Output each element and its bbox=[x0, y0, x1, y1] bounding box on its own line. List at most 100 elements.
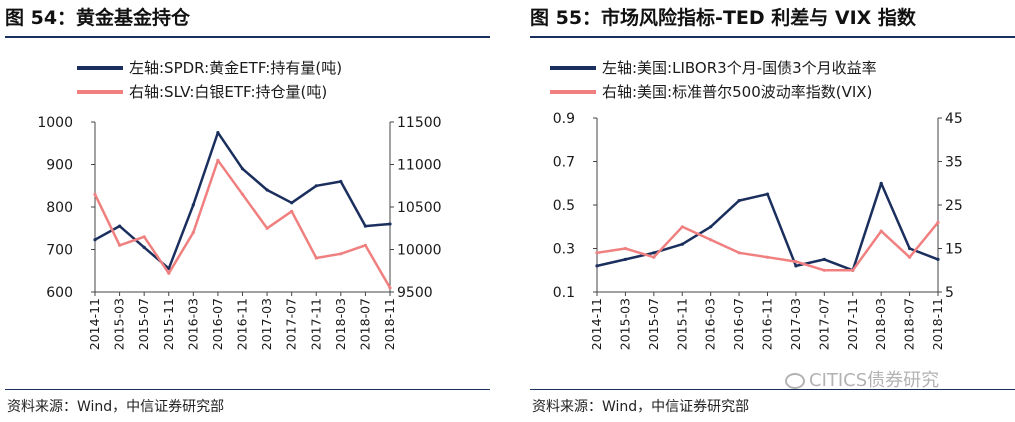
legend-label: 右轴:SLV:白银ETF:持仓量(吨) bbox=[129, 83, 327, 101]
data-point bbox=[314, 184, 318, 188]
source-divider bbox=[5, 389, 490, 390]
source-note: 资料来源：Wind，中信证券研究部 bbox=[7, 399, 225, 415]
data-point bbox=[142, 235, 146, 239]
data-point bbox=[191, 203, 195, 207]
data-point bbox=[388, 286, 392, 290]
data-point bbox=[191, 230, 195, 235]
x-tick-label: 2017-03 bbox=[259, 298, 274, 350]
y-left-tick-label: 0.1 bbox=[553, 285, 575, 301]
data-point bbox=[93, 238, 97, 242]
data-point bbox=[680, 242, 684, 246]
data-point bbox=[879, 181, 883, 185]
data-point bbox=[822, 257, 826, 261]
data-point bbox=[290, 209, 294, 213]
data-point bbox=[709, 238, 713, 242]
data-point bbox=[851, 268, 855, 272]
x-tick-label: 2015-07 bbox=[136, 298, 151, 350]
series-line bbox=[596, 221, 939, 272]
data-point bbox=[339, 252, 343, 256]
data-point bbox=[240, 167, 245, 171]
data-point bbox=[709, 225, 713, 229]
data-point bbox=[240, 192, 245, 196]
data-point bbox=[595, 251, 599, 255]
data-point bbox=[879, 229, 883, 233]
y-right-tick-label: 11000 bbox=[397, 158, 442, 174]
y-right-tick-label: 9500 bbox=[397, 285, 433, 301]
x-tick-label: 2015-11 bbox=[674, 298, 689, 350]
y-left-tick-label: 1000 bbox=[37, 115, 73, 131]
data-point bbox=[623, 257, 627, 261]
x-tick-label: 2016-03 bbox=[185, 298, 200, 350]
y-left-tick-label: 0.3 bbox=[553, 242, 575, 258]
x-tick-label: 2017-03 bbox=[788, 298, 803, 350]
data-point bbox=[595, 264, 599, 268]
watermark: CITICS债券研究 bbox=[785, 366, 939, 392]
series-line bbox=[94, 131, 391, 270]
x-tick-label: 2014-11 bbox=[87, 298, 102, 350]
data-point bbox=[265, 188, 269, 192]
data-point bbox=[936, 257, 940, 261]
figure-panel-ted-vix: 图 55：市场风险指标-TED 利差与 VIX 指数 左轴:美国:LIBOR3个… bbox=[530, 0, 1015, 422]
legend-label: 左轴:SPDR:黄金ETF:持有量(吨) bbox=[129, 59, 342, 77]
x-tick-label: 2018-07 bbox=[357, 298, 372, 350]
title-divider bbox=[530, 36, 1015, 38]
source-divider bbox=[530, 389, 1015, 390]
x-tick-label: 2016-03 bbox=[703, 298, 718, 350]
y-left-tick-label: 600 bbox=[46, 285, 73, 301]
y-right-tick-label: 25 bbox=[945, 198, 963, 214]
wechat-icon bbox=[785, 373, 805, 389]
data-point bbox=[363, 224, 367, 228]
data-point bbox=[216, 158, 220, 162]
y-right-tick-label: 35 bbox=[945, 155, 963, 171]
x-tick-label: 2018-11 bbox=[930, 298, 945, 350]
data-point bbox=[118, 224, 122, 228]
chart-ted-spread-vix: 左轴:美国:LIBOR3个月-国债3个月收益率右轴:美国:标准普尔500波动率指… bbox=[550, 59, 963, 350]
y-right-tick-label: 10000 bbox=[397, 243, 442, 259]
x-tick-label: 2018-03 bbox=[333, 298, 348, 350]
data-point bbox=[794, 260, 798, 264]
x-tick-label: 2016-07 bbox=[210, 298, 225, 350]
data-point bbox=[339, 179, 343, 184]
x-tick-label: 2017-07 bbox=[816, 298, 831, 350]
data-point bbox=[737, 199, 741, 203]
data-point bbox=[623, 246, 627, 251]
x-tick-label: 2017-07 bbox=[284, 298, 299, 350]
data-point bbox=[765, 192, 770, 196]
x-tick-label: 2016-11 bbox=[760, 298, 775, 350]
data-point bbox=[93, 192, 97, 196]
data-point bbox=[167, 271, 171, 275]
y-right-tick-label: 5 bbox=[945, 285, 954, 301]
x-tick-label: 2015-03 bbox=[617, 298, 632, 350]
data-point bbox=[908, 246, 912, 251]
x-tick-label: 2017-11 bbox=[845, 298, 860, 350]
data-point bbox=[680, 225, 684, 229]
figure-panel-gold-etf: 图 54：黄金基金持仓 左轴:SPDR:黄金ETF:持有量(吨) 右轴:SLV:白… bbox=[5, 0, 495, 422]
data-point bbox=[794, 264, 798, 268]
data-point bbox=[652, 251, 656, 255]
data-point bbox=[290, 201, 294, 205]
data-point bbox=[167, 267, 171, 271]
data-point bbox=[142, 245, 146, 249]
x-tick-label: 2015-07 bbox=[646, 298, 661, 350]
x-tick-label: 2014-11 bbox=[589, 298, 604, 350]
y-left-tick-label: 900 bbox=[46, 158, 73, 174]
title-divider bbox=[5, 36, 490, 38]
data-point bbox=[118, 243, 122, 247]
data-point bbox=[314, 256, 318, 260]
watermark-text: CITICS债券研究 bbox=[809, 370, 940, 391]
y-right-tick-label: 10500 bbox=[397, 200, 442, 216]
figure-title: 图 54：黄金基金持仓 bbox=[5, 7, 191, 29]
figure-title: 图 55：市场风险指标-TED 利差与 VIX 指数 bbox=[530, 7, 916, 29]
series-line bbox=[93, 159, 392, 289]
y-right-tick-label: 11500 bbox=[397, 115, 442, 131]
chart-gold-silver-etf-holdings: 左轴:SPDR:黄金ETF:持有量(吨) 右轴:SLV:白银ETF:持仓量(吨) 6… bbox=[37, 59, 442, 350]
x-tick-label: 2015-11 bbox=[161, 298, 176, 350]
data-point bbox=[765, 255, 770, 259]
y-left-tick-label: 800 bbox=[46, 200, 73, 216]
y-left-tick-label: 0.7 bbox=[553, 155, 575, 171]
data-point bbox=[822, 268, 826, 272]
y-left-tick-label: 0.5 bbox=[553, 198, 575, 214]
data-point bbox=[363, 243, 367, 247]
legend-label: 右轴:美国:标准普尔500波动率指数(VIX) bbox=[602, 83, 872, 101]
x-tick-label: 2016-11 bbox=[235, 298, 250, 350]
